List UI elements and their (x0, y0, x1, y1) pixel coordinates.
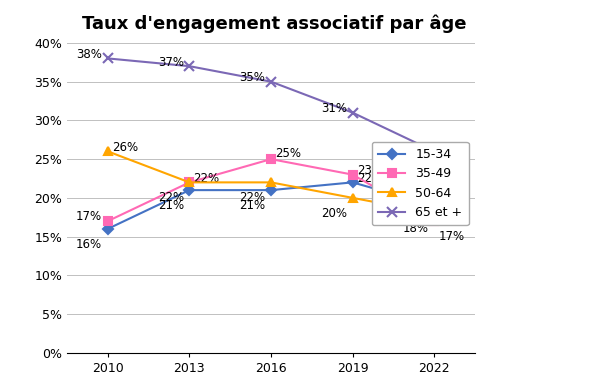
65 et + (186, 64, 193, 69)
35-49 (349, 172, 356, 177)
Text: 22%: 22% (357, 172, 383, 185)
15-34 (104, 227, 111, 231)
35-49 (267, 157, 275, 162)
15-34 (431, 203, 438, 208)
65 et + (104, 56, 111, 61)
50-64 (349, 196, 356, 200)
Text: 21%: 21% (158, 199, 184, 212)
50-64 (104, 149, 111, 154)
Text: 22%: 22% (194, 172, 220, 185)
Text: 38%: 38% (76, 48, 102, 61)
65 et + (267, 79, 275, 84)
Text: 31%: 31% (321, 102, 347, 115)
Text: 20%: 20% (321, 207, 347, 220)
Text: 22%: 22% (158, 191, 184, 204)
Text: 26%: 26% (438, 160, 465, 173)
35-49 (431, 219, 438, 223)
Text: 35%: 35% (239, 71, 266, 84)
Legend: 15-34, 35-49, 50-64, 65 et +: 15-34, 35-49, 50-64, 65 et + (371, 142, 469, 225)
Text: 18%: 18% (403, 222, 429, 235)
50-64 (431, 211, 438, 216)
Text: 17%: 17% (438, 230, 465, 243)
15-34 (186, 188, 193, 192)
Text: 37%: 37% (158, 56, 184, 69)
Text: 22%: 22% (239, 191, 266, 204)
15-34 (267, 188, 275, 192)
Text: Taux d'engagement associatif par âge: Taux d'engagement associatif par âge (82, 15, 467, 33)
Text: 26%: 26% (112, 141, 138, 154)
35-49 (186, 180, 193, 185)
Line: 35-49: 35-49 (104, 155, 438, 225)
Line: 50-64: 50-64 (104, 147, 438, 218)
Text: 17%: 17% (76, 211, 102, 223)
50-64 (267, 180, 275, 185)
Text: 23%: 23% (357, 164, 383, 177)
65 et + (431, 149, 438, 154)
Text: 19%: 19% (438, 195, 465, 208)
50-64 (186, 180, 193, 185)
15-34 (349, 180, 356, 185)
Line: 65 et +: 65 et + (103, 54, 439, 156)
Text: 21%: 21% (239, 199, 266, 212)
Line: 15-34: 15-34 (104, 179, 438, 232)
35-49 (104, 219, 111, 223)
Text: 16%: 16% (76, 238, 102, 250)
Text: 25%: 25% (275, 147, 301, 160)
65 et + (349, 110, 356, 115)
